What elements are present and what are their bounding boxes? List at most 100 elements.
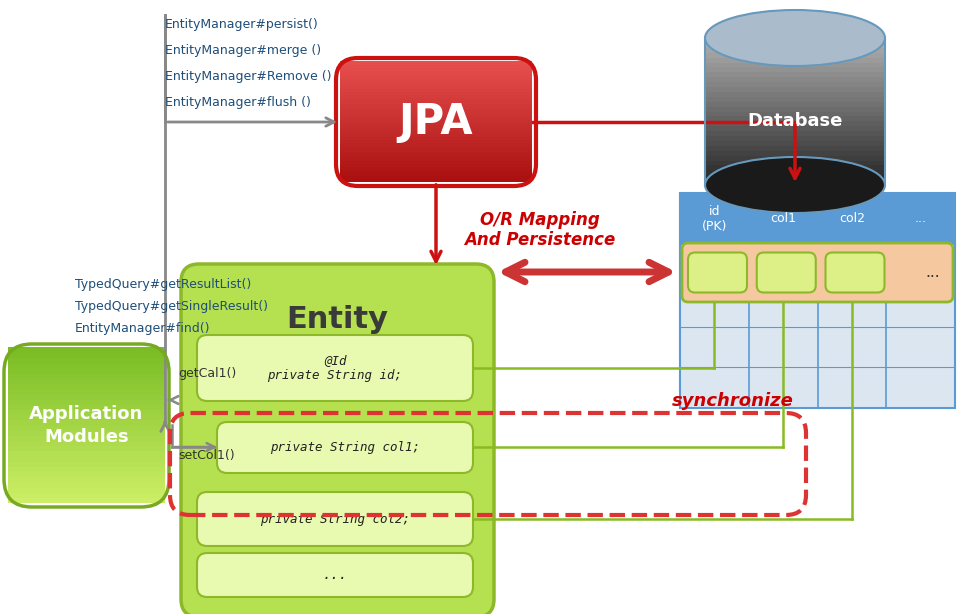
Bar <box>8 435 165 441</box>
Bar <box>8 368 165 374</box>
FancyBboxPatch shape <box>757 252 816 292</box>
Bar <box>340 136 532 140</box>
Bar <box>8 471 165 477</box>
Text: EntityManager#find(): EntityManager#find() <box>75 322 210 335</box>
Text: ...: ... <box>915 212 926 225</box>
Bar <box>340 139 532 143</box>
Bar <box>8 430 165 436</box>
Bar <box>340 124 532 128</box>
Bar <box>705 56 885 63</box>
Bar <box>705 71 885 77</box>
Text: private String col2;: private String col2; <box>260 513 410 526</box>
Bar <box>340 112 532 116</box>
Bar <box>680 193 955 245</box>
Bar <box>8 378 165 384</box>
Bar <box>8 456 165 462</box>
FancyBboxPatch shape <box>217 422 473 473</box>
Bar <box>340 67 532 71</box>
Text: ...: ... <box>925 265 941 280</box>
Text: EntityManager#merge (): EntityManager#merge () <box>165 44 321 57</box>
Bar <box>705 145 885 150</box>
FancyBboxPatch shape <box>682 243 953 302</box>
Text: TypedQuery#getSingleResult(): TypedQuery#getSingleResult() <box>75 300 268 313</box>
Bar <box>705 66 885 72</box>
Bar <box>705 135 885 141</box>
Bar <box>8 486 165 492</box>
FancyBboxPatch shape <box>197 553 473 597</box>
Bar <box>705 125 885 131</box>
Bar <box>8 460 165 467</box>
Bar <box>8 466 165 472</box>
Bar <box>340 97 532 101</box>
FancyBboxPatch shape <box>688 252 747 292</box>
Text: Application
Modules: Application Modules <box>30 405 144 446</box>
Bar <box>340 175 532 179</box>
Bar <box>340 103 532 107</box>
Bar <box>340 178 532 182</box>
Bar <box>705 130 885 136</box>
Bar <box>8 414 165 421</box>
Bar <box>705 81 885 87</box>
Ellipse shape <box>705 10 885 66</box>
Ellipse shape <box>705 157 885 213</box>
Bar <box>705 155 885 160</box>
Bar <box>340 169 532 173</box>
Bar <box>705 165 885 170</box>
Text: col2: col2 <box>839 212 865 225</box>
Bar <box>340 127 532 131</box>
Bar <box>340 148 532 152</box>
Text: EntityManager#Remove (): EntityManager#Remove () <box>165 70 332 83</box>
Bar <box>705 169 885 175</box>
Bar <box>705 120 885 126</box>
Bar <box>340 142 532 146</box>
Bar <box>340 154 532 158</box>
Bar <box>340 151 532 155</box>
Bar <box>340 133 532 137</box>
Text: setCol1(): setCol1() <box>178 449 235 462</box>
Bar <box>705 42 885 48</box>
Bar <box>340 130 532 134</box>
FancyBboxPatch shape <box>197 492 473 546</box>
Bar <box>8 445 165 451</box>
Bar <box>340 85 532 89</box>
Text: Database: Database <box>747 112 843 130</box>
Bar <box>8 362 165 368</box>
Bar <box>340 91 532 95</box>
Bar <box>8 373 165 379</box>
Bar <box>340 121 532 125</box>
Bar <box>8 419 165 426</box>
Bar <box>340 94 532 98</box>
Bar <box>8 424 165 430</box>
Bar <box>340 172 532 176</box>
Bar <box>340 79 532 83</box>
Bar <box>680 193 955 408</box>
Bar <box>705 150 885 155</box>
Bar <box>340 166 532 170</box>
Bar <box>705 91 885 97</box>
Bar <box>8 497 165 503</box>
Bar <box>705 61 885 68</box>
Bar <box>8 492 165 498</box>
Bar <box>705 37 885 43</box>
Bar <box>340 157 532 161</box>
Bar <box>705 160 885 165</box>
Text: private String col1;: private String col1; <box>270 441 420 454</box>
Bar <box>705 174 885 180</box>
FancyBboxPatch shape <box>826 252 884 292</box>
Bar <box>340 118 532 122</box>
Bar <box>340 109 532 113</box>
Bar <box>705 106 885 112</box>
Bar <box>705 96 885 102</box>
Bar <box>8 476 165 483</box>
Bar <box>705 101 885 107</box>
Text: Entity: Entity <box>287 306 388 335</box>
Bar <box>340 100 532 104</box>
Bar <box>340 106 532 110</box>
Text: TypedQuery#getResultList(): TypedQuery#getResultList() <box>75 278 251 291</box>
Bar <box>8 409 165 415</box>
Bar <box>340 88 532 92</box>
Text: synchronize: synchronize <box>672 392 794 410</box>
Bar <box>705 179 885 185</box>
Bar <box>340 163 532 167</box>
Bar <box>8 398 165 405</box>
